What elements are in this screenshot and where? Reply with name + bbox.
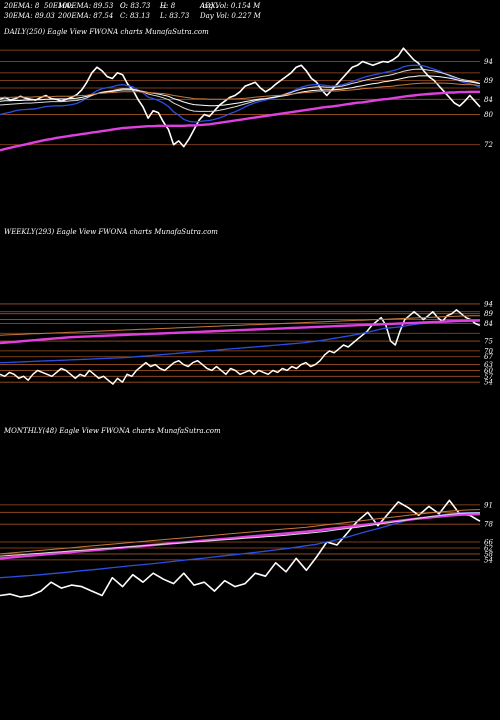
daily-series-line — [0, 68, 481, 112]
weekly-tick-label: 70 — [484, 347, 493, 355]
header-avg-vol: Avg Vol: 0.154 M — [200, 2, 261, 10]
monthly-tick-label: 54 — [484, 556, 493, 564]
header-close-overlap: C: — [120, 2, 128, 10]
daily-tick-label: 72 — [484, 141, 493, 149]
daily-series-line — [0, 75, 481, 107]
weekly-tick-label: 67 — [484, 353, 493, 361]
weekly-tick-label: 54 — [484, 379, 493, 387]
header-50ema-overlap: 50EMA: — [44, 2, 73, 10]
monthly-tick-label: 58 — [484, 550, 493, 558]
header-20ema: 20EMA: 8 — [4, 2, 40, 10]
monthly-tick-label: 78 — [484, 521, 493, 529]
monthly-chart-title: MONTHLY(48) Eagle View FWONA charts Muna… — [4, 427, 221, 435]
monthly-series-line — [0, 512, 481, 560]
weekly-tick-label: 57 — [484, 373, 493, 381]
weekly-series-line — [0, 315, 481, 336]
daily-tick-label: 89 — [484, 77, 493, 85]
monthly-series-line — [0, 499, 481, 598]
weekly-series-line — [0, 319, 481, 345]
daily-tick-label: 84 — [484, 96, 493, 104]
monthly-tick-label: 66 — [484, 539, 493, 547]
weekly-series-line — [0, 309, 481, 385]
monthly-series-line — [0, 509, 481, 555]
daily-series-line — [0, 90, 480, 152]
weekly-tick-label: 60 — [484, 367, 493, 375]
weekly-tick-label: 63 — [484, 361, 493, 369]
daily-series-line — [0, 64, 481, 123]
header-adx-overlap: ADX: — [200, 2, 219, 10]
weekly-tick-label: 94 — [484, 300, 493, 308]
header-100ema: 100EMA: 89.53 — [58, 2, 114, 10]
weekly-chart-title: WEEKLY(293) Eagle View FWONA charts Muna… — [4, 228, 218, 236]
weekly-series-line — [0, 318, 480, 364]
monthly-series-line — [0, 511, 480, 579]
daily-tick-label: 80 — [484, 111, 493, 119]
header-close: C: 83.13 — [120, 12, 150, 20]
daily-series-line — [0, 47, 481, 148]
daily-series-line — [0, 82, 481, 100]
monthly-tick-label: 62 — [484, 544, 493, 552]
header-open: O: 83.73 — [120, 2, 151, 10]
monthly-series-line — [0, 512, 481, 557]
header-low: L: 83.73 — [160, 12, 190, 20]
monthly-tick-label: 91 — [484, 501, 493, 509]
header-low-overlap: L: — [160, 2, 168, 10]
header-200ema: 200EMA: 87.54 — [58, 12, 114, 20]
weekly-tick-label: 84 — [484, 320, 493, 328]
daily-tick-label: 94 — [484, 58, 493, 66]
daily-chart-title: DAILY(250) Eagle View FWONA charts Munaf… — [4, 28, 209, 36]
weekly-tick-label: 75 — [484, 338, 493, 346]
header-high: H: 8 — [160, 2, 176, 10]
header-30ema: 30EMA: 89.03 — [4, 12, 55, 20]
weekly-tick-label: 89 — [484, 310, 493, 318]
header-day-vol: Day Vol: 0.227 M — [200, 12, 261, 20]
